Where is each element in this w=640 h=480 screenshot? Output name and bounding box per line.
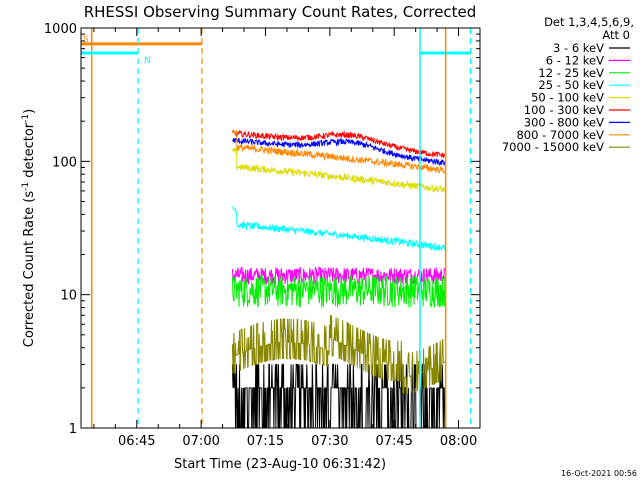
y-tick-label-2: 100 — [52, 155, 77, 170]
footer-date: 16-Oct-2021 00:56 — [561, 469, 637, 478]
series-line-5 — [231, 129, 446, 159]
legend-label-4: 50 - 100 keV — [531, 91, 604, 105]
series-line-8 — [231, 314, 446, 395]
y-axis-label-mid: detector — [22, 122, 37, 182]
x-tick-label-4: 07:45 — [375, 434, 412, 449]
x-tick-label-2: 07:15 — [247, 434, 284, 449]
legend-header-line2: Att 0 — [602, 28, 630, 42]
x-tick-label-3: 07:30 — [311, 434, 348, 449]
annotation-label-2: N — [144, 56, 151, 66]
axes-layer: 06:45 07:00 07:15 07:30 07:45 08:00 1 10 100 1000 — [44, 22, 481, 449]
series-line-3 — [231, 206, 446, 252]
x-tick-label-1: 07:00 — [182, 434, 219, 449]
y-axis-label-sup2: -1 — [21, 114, 31, 123]
x-tick-label-0: 06:45 — [118, 434, 155, 449]
legend-label-7: 800 - 7000 keV — [516, 128, 604, 142]
x-axis-label: Start Time (23-Aug-10 06:31:42) — [174, 457, 386, 472]
y-tick-label-3: 1000 — [44, 22, 77, 37]
series-line-4 — [231, 146, 446, 193]
legend-label-0: 3 - 6 keV — [553, 41, 604, 55]
plot-data-layer — [231, 129, 446, 429]
plot-frame — [80, 27, 481, 429]
y-axis-label-main: Corrected Count Rate (s — [22, 191, 37, 348]
legend-label-2: 12 - 25 keV — [538, 66, 604, 80]
y-axis-label-sup1: -1 — [21, 182, 31, 191]
series-line-2 — [231, 274, 446, 309]
annotation-label-1: S — [83, 35, 89, 45]
legend-label-8: 7000 - 15000 keV — [502, 140, 604, 154]
y-axis-label-end: ) — [22, 109, 37, 114]
y-tick-label-0: 1 — [69, 422, 77, 437]
legend-label-1: 6 - 12 keV — [546, 53, 604, 67]
annotations-layer: SN — [81, 28, 472, 428]
y-axis-label: Corrected Count Rate (s-1 detector-1) — [21, 109, 37, 347]
series-line-1 — [231, 266, 446, 286]
legend-label-6: 300 - 800 keV — [524, 115, 604, 129]
legend-label-3: 25 - 50 keV — [538, 78, 604, 92]
x-tick-label-5: 08:00 — [440, 434, 477, 449]
series-line-7 — [231, 129, 445, 174]
chart-title: RHESSI Observing Summary Count Rates, Co… — [84, 3, 477, 21]
series-line-6 — [231, 137, 446, 167]
y-tick-label-1: 10 — [60, 289, 77, 304]
legend-header-line1: Det 1,3,4,5,6,9, — [544, 15, 634, 29]
legend-label-5: 100 - 300 keV — [524, 103, 604, 117]
